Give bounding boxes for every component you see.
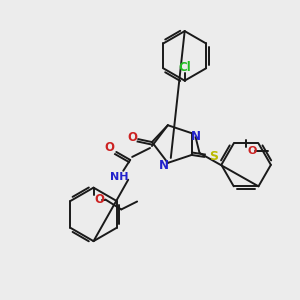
Text: Cl: Cl	[178, 61, 191, 74]
Text: N: N	[159, 159, 169, 172]
Text: O: O	[127, 130, 137, 144]
Text: S: S	[209, 150, 218, 164]
Text: O: O	[248, 146, 257, 156]
Text: O: O	[94, 193, 104, 206]
Text: NH: NH	[110, 172, 128, 182]
Text: N: N	[190, 130, 201, 142]
Text: O: O	[104, 140, 114, 154]
